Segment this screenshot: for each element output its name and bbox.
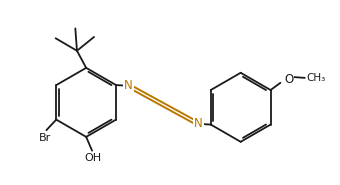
Text: N: N [124, 79, 133, 92]
Text: OH: OH [84, 153, 101, 163]
Text: CH₃: CH₃ [306, 73, 325, 83]
Text: O: O [285, 73, 294, 86]
Text: N: N [194, 117, 203, 130]
Text: Br: Br [39, 133, 51, 143]
